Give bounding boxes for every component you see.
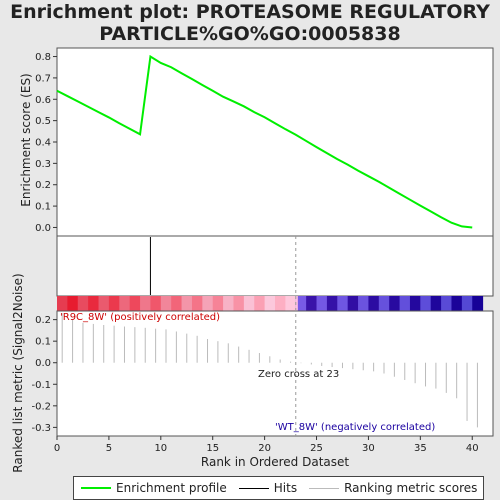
metric-y-axis-label: Ranked list metric (Signal2Noise) [11,273,25,472]
x-tick-label: 15 [206,443,219,454]
rank-color-segment [420,296,432,311]
rank-color-segment [378,296,390,311]
rank-color-segment [347,296,359,311]
rank-color-segment [140,296,151,311]
rank-color-segment [160,296,172,311]
rank-color-segment [326,296,338,311]
es-panel [56,47,494,237]
rank-color-segment [275,296,286,311]
rank-color-segment [441,296,452,311]
rank-color-segment [389,296,401,311]
rank-color-segment [98,296,110,311]
x-tick-label: 10 [154,443,167,454]
x-axis-label: Rank in Ordered Dataset [201,455,349,469]
rank-color-segment [316,296,328,311]
es-y-tick-label: 0.4 [35,138,51,149]
legend-metric: Ranking metric scores [309,481,477,495]
x-tick-label: 5 [106,443,112,454]
es-y-tick-label: 0.3 [35,159,51,170]
metric-y-tick-label: 0.1 [35,337,51,348]
legend-hits-swatch [238,487,269,489]
x-ticks: 0 5 10 15 20 25 30 35 40 [54,436,479,454]
rank-color-zero [295,296,298,311]
metric-y-tick-label: -0.1 [31,380,51,391]
plot-title-line1: Enrichment plot: PROTEASOME REGULATORY [10,1,490,23]
es-y-axis-label: Enrichment score (ES) [19,73,33,206]
metric-bars [61,313,478,428]
rank-color-segment [264,296,276,311]
rank-color-segment [472,296,484,311]
metric-panel [56,310,494,437]
rank-color-segment [358,296,369,311]
rank-color-segment [212,296,224,311]
rank-color-segment [77,296,89,311]
rank-color-segment [430,296,442,311]
neg-correlated-label: 'WT_8W' (negatively correlated) [275,422,435,433]
legend-hits: Hits [238,481,298,495]
rank-color-segment [57,296,68,311]
zero-cross-label: Zero cross at 23 [258,369,339,380]
x-tick-label: 30 [362,443,375,454]
legend-enrichment-label: Enrichment profile [116,481,227,495]
metric-y-tick-label: 0.0 [35,358,51,369]
es-y-ticks: 0.0 0.1 0.2 0.3 0.4 0.5 0.6 0.7 0.8 [35,52,57,234]
rank-color-segment [368,296,380,311]
es-y-tick-label: 0.1 [35,202,51,213]
pos-correlated-label: 'R9C_8W' (positively correlated) [60,312,220,323]
rank-color-segment [306,296,318,311]
rank-color-segment [150,296,162,311]
rank-color-bar [57,296,484,311]
rank-color-segment [191,296,203,311]
rank-color-segment [171,296,183,311]
rank-color-segment [243,296,255,311]
metric-y-tick-label: -0.3 [31,423,51,434]
rank-color-segment [223,296,234,311]
rank-color-segment [233,296,245,311]
metric-y-tick-label: 0.2 [35,315,51,326]
x-tick-label: 0 [54,443,60,454]
rank-color-segment [202,296,214,311]
rank-color-segment [119,296,131,311]
legend-enrichment: Enrichment profile [81,481,227,495]
rank-color-segment [295,296,307,311]
x-tick-label: 35 [414,443,427,454]
rank-color-segment [337,296,349,311]
legend-hits-label: Hits [273,481,298,495]
metric-y-ticks: 0.2 0.1 0.0 -0.1 -0.2 -0.3 [31,315,57,434]
metric-y-tick-label: -0.2 [31,401,51,412]
rank-color-segment [67,296,79,311]
legend: Enrichment profile Hits Ranking metric s… [73,476,484,500]
rank-color-segment [409,296,421,311]
es-y-tick-label: 0.6 [35,95,51,106]
rank-color-segment [451,296,463,311]
rank-color-segment [129,296,141,311]
legend-enrichment-swatch [81,487,111,489]
legend-metric-label: Ranking metric scores [344,481,478,495]
x-tick-label: 40 [466,443,479,454]
x-tick-label: 25 [310,443,323,454]
es-y-tick-label: 0.0 [35,223,51,234]
es-y-tick-label: 0.8 [35,52,51,63]
legend-metric-swatch [309,487,340,489]
rank-color-segment [181,296,193,311]
hits-panel [56,235,494,297]
rank-color-segment [254,296,266,311]
x-tick-label: 20 [258,443,271,454]
es-y-tick-label: 0.2 [35,180,51,191]
es-y-tick-label: 0.5 [35,116,51,127]
plot-title-line2: PARTICLE%GO%GO:0005838 [99,23,401,45]
rank-color-segment [88,296,100,311]
enrichment-profile-line [56,54,473,229]
es-y-tick-label: 0.7 [35,73,51,84]
rank-color-segment [461,296,473,311]
rank-color-segment [285,296,297,311]
rank-color-segment [399,296,411,311]
rank-color-segment [108,296,120,311]
